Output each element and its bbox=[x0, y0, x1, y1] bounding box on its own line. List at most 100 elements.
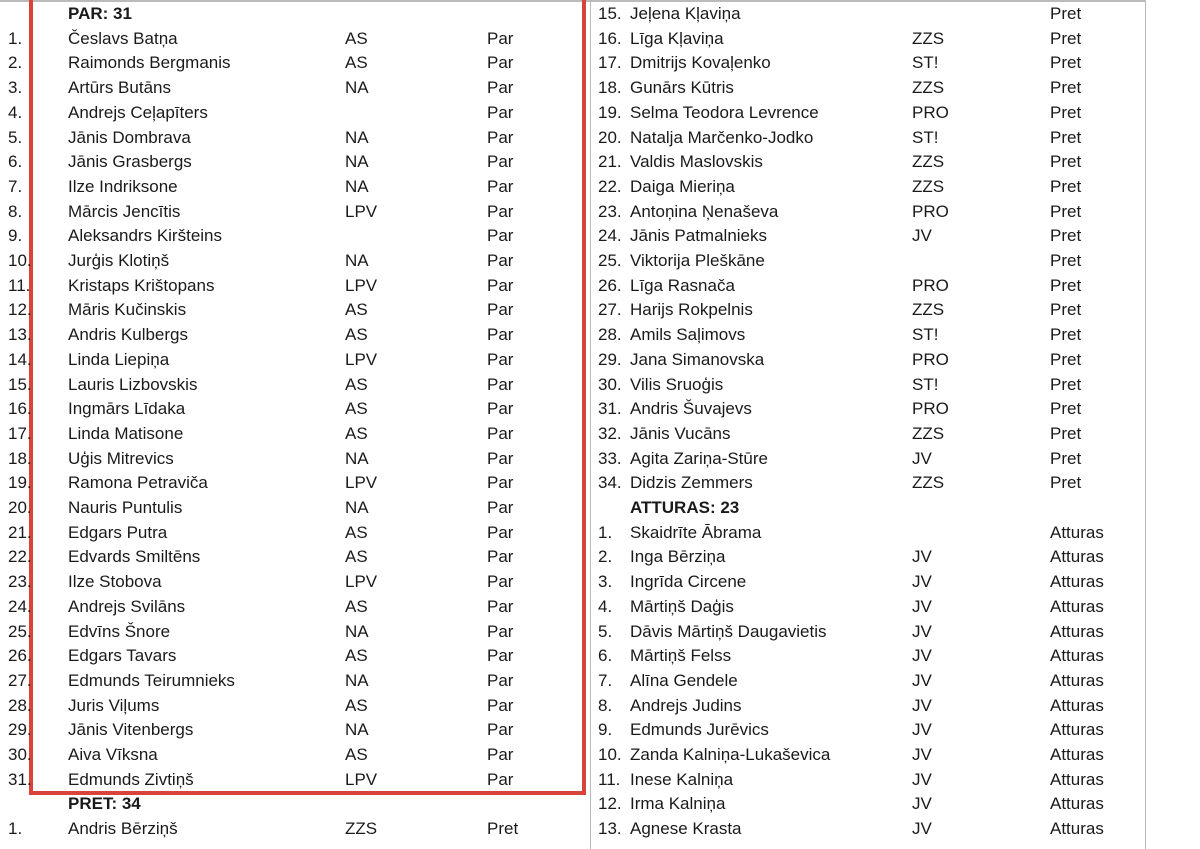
party: PRO bbox=[912, 102, 949, 122]
row-number: 17. bbox=[598, 53, 622, 73]
vote: Pret bbox=[1050, 374, 1082, 394]
vote: Pret bbox=[1050, 399, 1082, 419]
party: PRO bbox=[912, 349, 949, 369]
section-heading: ATTURAS: 23 bbox=[630, 498, 740, 517]
vote: Pret bbox=[1050, 176, 1082, 196]
vote: Par bbox=[487, 102, 514, 122]
party: JV bbox=[912, 596, 932, 616]
party: JV bbox=[912, 226, 932, 246]
row-number: 33. bbox=[598, 448, 622, 468]
party: AS bbox=[345, 695, 368, 715]
member-name: Edmunds Zivtiņš bbox=[68, 769, 194, 789]
member-name: Kristaps Krištopans bbox=[68, 275, 215, 295]
party: LPV bbox=[345, 572, 378, 592]
row-number: 7. bbox=[598, 670, 613, 690]
vote: Par bbox=[487, 720, 514, 740]
row-number: 24. bbox=[8, 596, 32, 616]
party: AS bbox=[345, 423, 368, 443]
party: ZZS bbox=[912, 423, 945, 443]
member-name: Jana Simanovska bbox=[630, 349, 765, 369]
vote: Par bbox=[487, 448, 514, 468]
party: AS bbox=[345, 745, 368, 764]
row-number: 1. bbox=[8, 819, 23, 839]
vote: Pret bbox=[1050, 251, 1082, 270]
row-number: 25. bbox=[8, 621, 32, 641]
member-name: Līga Kļaviņa bbox=[630, 28, 724, 48]
vote: Atturas bbox=[1050, 794, 1104, 814]
party: JV bbox=[912, 646, 932, 666]
party: ZZS bbox=[912, 28, 945, 48]
vote: Par bbox=[487, 349, 514, 369]
party: JV bbox=[912, 621, 932, 641]
row-number: 25. bbox=[598, 251, 622, 270]
vote: Par bbox=[487, 78, 514, 98]
row-number: 27. bbox=[8, 670, 32, 690]
member-name: Zanda Kalniņa-Lukaševica bbox=[630, 745, 831, 764]
vote: Par bbox=[487, 226, 514, 246]
party: AS bbox=[345, 300, 368, 320]
party: LPV bbox=[345, 275, 378, 295]
row-number: 10. bbox=[598, 745, 622, 764]
member-name: Alīna Gendele bbox=[630, 670, 738, 690]
member-name: Natalja Marčenko-Jodko bbox=[630, 127, 814, 147]
row-number: 29. bbox=[8, 720, 32, 740]
party: AS bbox=[345, 399, 368, 419]
member-name: Andris Bērziņš bbox=[68, 819, 178, 839]
row-number: 30. bbox=[8, 745, 32, 764]
row-number: 18. bbox=[598, 78, 622, 98]
party: NA bbox=[345, 670, 369, 690]
member-name: Linda Liepiņa bbox=[68, 349, 170, 369]
row-number: 16. bbox=[8, 399, 32, 419]
vote: Par bbox=[487, 572, 514, 592]
party: JV bbox=[912, 448, 932, 468]
vote: Par bbox=[487, 399, 514, 419]
member-name: Artūrs Butāns bbox=[68, 78, 171, 98]
vote: Par bbox=[487, 374, 514, 394]
member-name: Jānis Vucāns bbox=[630, 423, 731, 443]
row-number: 1. bbox=[598, 522, 613, 542]
party: ZZS bbox=[912, 152, 945, 172]
party: LPV bbox=[345, 473, 378, 493]
member-name: Andrejs Ceļapīters bbox=[68, 102, 208, 122]
row-number: 9. bbox=[8, 226, 23, 246]
member-name: Jānis Grasbergs bbox=[68, 152, 192, 172]
member-name: Valdis Maslovskis bbox=[630, 152, 763, 172]
party: NA bbox=[345, 251, 369, 270]
member-name: Ramona Petraviča bbox=[68, 473, 208, 493]
member-name: Jurģis Klotiņš bbox=[68, 251, 170, 270]
member-name: Irma Kalniņa bbox=[630, 794, 726, 814]
row-number: 12. bbox=[598, 794, 622, 814]
member-name: Jeļena Kļaviņa bbox=[630, 4, 741, 23]
vote: Pret bbox=[1050, 349, 1082, 369]
vote: Pret bbox=[1050, 53, 1082, 73]
member-name: Česlavs Batņa bbox=[68, 28, 178, 48]
member-name: Edmunds Teirumnieks bbox=[68, 670, 235, 690]
member-name: Ingrīda Circene bbox=[630, 572, 747, 592]
member-name: Nauris Puntulis bbox=[68, 498, 183, 517]
row-number: 12. bbox=[8, 300, 32, 320]
vote: Pret bbox=[1050, 226, 1082, 246]
row-number: 15. bbox=[598, 4, 622, 23]
party: JV bbox=[912, 745, 932, 764]
row-number: 14. bbox=[8, 349, 32, 369]
row-number: 5. bbox=[8, 127, 23, 147]
right-edge bbox=[1145, 0, 1146, 849]
member-name: Aleksandrs Kiršteins bbox=[68, 226, 223, 246]
member-name: Antoņina Ņenaševa bbox=[630, 201, 779, 221]
vote: Par bbox=[487, 498, 514, 517]
row-number: 1. bbox=[8, 28, 23, 48]
member-name: Mārtiņš Daģis bbox=[630, 596, 734, 616]
row-number: 23. bbox=[8, 572, 32, 592]
party: PRO bbox=[912, 275, 949, 295]
vote: Par bbox=[487, 473, 514, 493]
row-number: 4. bbox=[598, 596, 613, 616]
party: NA bbox=[345, 498, 369, 517]
member-name: Harijs Rokpelnis bbox=[630, 300, 753, 320]
vote: Atturas bbox=[1050, 522, 1104, 542]
member-name: Andris Šuvajevs bbox=[630, 399, 752, 419]
column-divider bbox=[590, 0, 591, 849]
party: AS bbox=[345, 547, 368, 567]
vote: Pret bbox=[1050, 4, 1082, 23]
row-number: 26. bbox=[598, 275, 622, 295]
party: ZZS bbox=[912, 176, 945, 196]
